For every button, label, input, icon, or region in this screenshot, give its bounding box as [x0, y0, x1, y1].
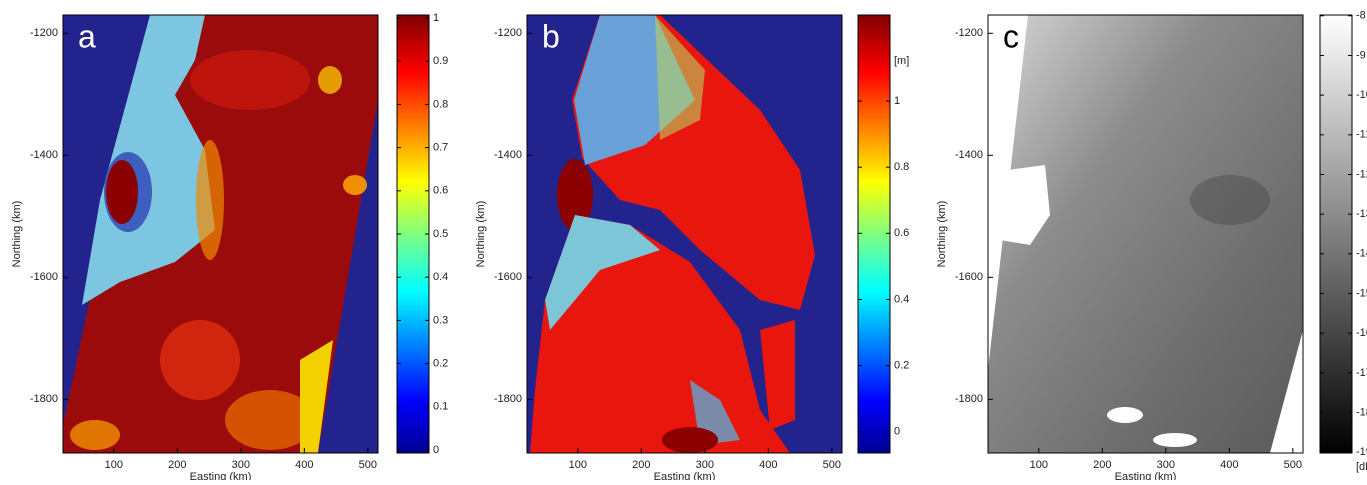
- y-tick-label: -1200: [494, 27, 522, 39]
- axes-frame: [987, 14, 1304, 454]
- map-image-c: [988, 15, 1303, 453]
- colorbar-tick-label: -13: [1356, 208, 1367, 220]
- colorbar-tick-label: 0.4: [894, 293, 909, 305]
- colorbar-tick-label: 0: [433, 444, 439, 456]
- y-tick-label: -1400: [494, 149, 522, 161]
- axes-frame: [62, 14, 379, 454]
- x-axis-label: Easting (km): [1115, 471, 1177, 480]
- colorbar-tick-label: 1: [894, 95, 900, 107]
- y-tick-label: -1800: [955, 393, 983, 405]
- x-tick-label: 200: [1093, 459, 1111, 471]
- y-tick-label: -1400: [955, 149, 983, 161]
- colorbar-tick-label: 1: [433, 12, 439, 24]
- colorbar-c: [1319, 14, 1353, 454]
- x-tick-label: 100: [1030, 459, 1048, 471]
- x-tick-label: 400: [295, 459, 313, 471]
- map-image-a: [63, 15, 378, 453]
- panel-label: b: [542, 18, 560, 54]
- colorbar-tick-label: -14: [1356, 248, 1367, 260]
- colorbar-tick-label: 0.6: [894, 227, 909, 239]
- panel-label: a: [78, 18, 96, 54]
- y-axis-label: Northing (km): [11, 201, 23, 268]
- y-axis-label: Northing (km): [936, 201, 948, 268]
- x-axis-label: Easting (km): [190, 471, 252, 480]
- colorbar-b: [857, 14, 891, 454]
- colorbar-tick-label: -17: [1356, 367, 1367, 379]
- colorbar-tick-label: -10: [1356, 89, 1367, 101]
- colorbar-tick-label: 0.8: [433, 98, 448, 110]
- x-tick-label: 400: [1220, 459, 1238, 471]
- colorbar-tick-label: -11: [1356, 129, 1367, 141]
- y-tick-label: -1200: [30, 27, 58, 39]
- colorbar-tick-label: -12: [1356, 168, 1367, 180]
- x-tick-label: 500: [359, 459, 377, 471]
- colorbar-unit: [m]: [894, 55, 909, 67]
- colorbar-tick-label: 0.5: [433, 228, 448, 240]
- x-tick-label: 200: [168, 459, 186, 471]
- colorbar-tick-label: -8: [1356, 10, 1366, 22]
- colorbar-tick-label: -9: [1356, 49, 1366, 61]
- y-tick-label: -1600: [494, 271, 522, 283]
- colorbar-a: [396, 14, 430, 454]
- colorbar-tick-label: 0.9: [433, 55, 448, 67]
- colorbar-tick-label: 0.7: [433, 142, 448, 154]
- map-image-b: [527, 15, 842, 453]
- colorbar-tick-label: 0.1: [433, 401, 448, 413]
- colorbar-tick-label: 0.6: [433, 185, 448, 197]
- axes-frame: [526, 14, 843, 454]
- x-tick-label: 300: [1157, 459, 1175, 471]
- y-tick-label: -1600: [955, 271, 983, 283]
- x-tick-label: 100: [105, 459, 123, 471]
- x-tick-label: 500: [1284, 459, 1302, 471]
- x-tick-label: 100: [569, 459, 587, 471]
- panel-label: c: [1003, 18, 1019, 54]
- y-tick-label: -1800: [494, 393, 522, 405]
- y-axis-label: Northing (km): [475, 201, 487, 268]
- colorbar-tick-label: 0.4: [433, 271, 448, 283]
- x-axis-label: Easting (km): [654, 471, 716, 480]
- y-tick-label: -1600: [30, 271, 58, 283]
- colorbar-unit: [dB]: [1356, 461, 1367, 473]
- colorbar-tick-label: 0.8: [894, 161, 909, 173]
- colorbar-tick-label: -15: [1356, 287, 1367, 299]
- x-tick-label: 300: [696, 459, 714, 471]
- colorbar-tick-label: -19: [1356, 446, 1367, 458]
- x-tick-label: 300: [232, 459, 250, 471]
- y-tick-label: -1400: [30, 149, 58, 161]
- colorbar-tick-label: -18: [1356, 406, 1367, 418]
- colorbar-tick-label: 0.3: [433, 314, 448, 326]
- colorbar-tick-label: 0.2: [433, 357, 448, 369]
- x-tick-label: 200: [632, 459, 650, 471]
- y-tick-label: -1800: [30, 393, 58, 405]
- colorbar-tick-label: 0.2: [894, 360, 909, 372]
- colorbar-tick-label: -16: [1356, 327, 1367, 339]
- y-tick-label: -1200: [955, 27, 983, 39]
- x-tick-label: 500: [823, 459, 841, 471]
- x-tick-label: 400: [759, 459, 777, 471]
- colorbar-tick-label: 0: [894, 426, 900, 438]
